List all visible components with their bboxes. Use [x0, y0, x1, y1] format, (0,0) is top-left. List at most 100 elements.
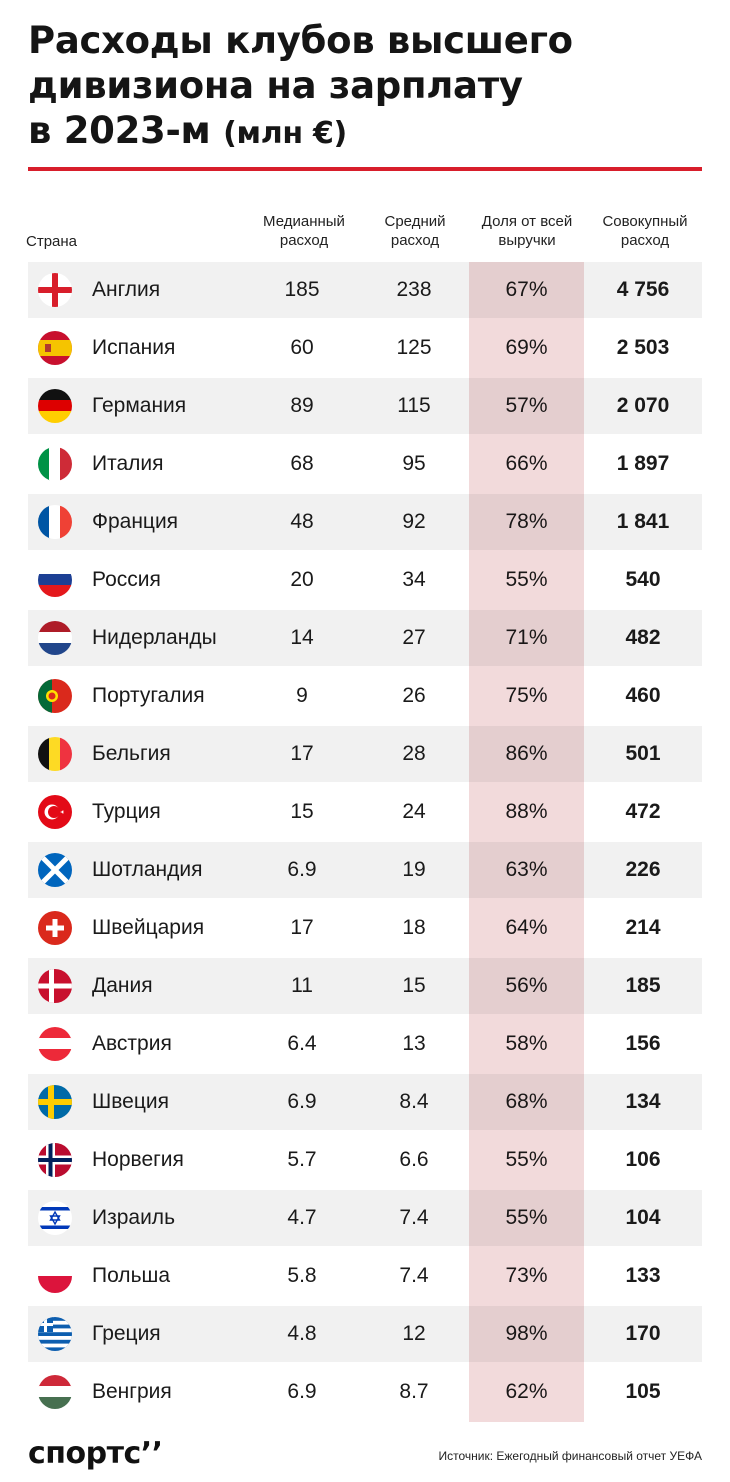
- average-value: 7.4: [399, 1206, 429, 1229]
- country-name: Нидерланды: [92, 626, 217, 649]
- denmark-flag-icon: [38, 969, 72, 1003]
- spain-flag-icon: [38, 331, 72, 365]
- median-value: 15: [290, 800, 314, 823]
- france-flag-icon: [38, 505, 72, 539]
- row-background: [28, 494, 702, 550]
- median-value: 14: [290, 626, 314, 649]
- median-value: 9: [296, 684, 308, 707]
- total-value: 4 756: [616, 278, 670, 301]
- average-value: 24: [402, 800, 426, 823]
- median-value: 4.8: [287, 1322, 317, 1345]
- average-value: 7.4: [399, 1264, 429, 1287]
- average-value: 6.6: [399, 1148, 429, 1171]
- average-value: 15: [402, 974, 426, 997]
- source-note: Источник: Ежегодный финансовый отчет УЕФ…: [438, 1449, 702, 1463]
- table-row: Швейцария171864%214: [28, 900, 702, 958]
- average-value: 26: [402, 684, 426, 707]
- israel-flag-icon: [38, 1201, 72, 1235]
- country-name: Дания: [92, 974, 153, 997]
- header-average: Средний расход: [384, 213, 446, 249]
- median-value: 6.9: [287, 1380, 317, 1403]
- country-name: Швеция: [92, 1090, 169, 1113]
- median-value: 60: [290, 336, 314, 359]
- median-value: 5.7: [287, 1148, 317, 1171]
- table-row: Россия203455%540: [28, 552, 702, 610]
- turkey-flag-icon: [38, 795, 72, 829]
- logo-text: спортс: [28, 1436, 141, 1471]
- average-value: 13: [402, 1032, 426, 1055]
- country-name: Италия: [92, 452, 164, 475]
- average-value: 8.7: [399, 1380, 429, 1403]
- hungary-flag-icon: [38, 1375, 72, 1409]
- belgium-flag-icon: [38, 737, 72, 771]
- table-row: Франция489278%1 841: [28, 494, 702, 552]
- total-value: 501: [625, 742, 661, 765]
- country-name: Португалия: [92, 684, 205, 707]
- average-value: 8.4: [399, 1090, 429, 1113]
- row-background: [28, 1306, 702, 1362]
- total-value: 214: [625, 916, 661, 939]
- country-name: Швейцария: [92, 916, 205, 939]
- median-value: 6.4: [287, 1032, 317, 1055]
- total-value: 133: [625, 1264, 661, 1287]
- median-value: 68: [290, 452, 314, 475]
- austria-flag-icon: [38, 1027, 72, 1061]
- country-name: Бельгия: [92, 742, 171, 765]
- salary-table: Англия18523867%4 756Испания6012569%2 503…: [28, 262, 702, 1422]
- average-value: 115: [397, 394, 431, 417]
- country-name: Польша: [92, 1264, 171, 1287]
- total-value: 2 070: [616, 394, 670, 417]
- country-name: Греция: [92, 1322, 161, 1345]
- row-background: [28, 610, 702, 666]
- share-column-highlight: [469, 262, 584, 1422]
- title-unit: (млн €): [223, 116, 347, 151]
- country-name: Норвегия: [92, 1148, 184, 1171]
- average-value: 28: [402, 742, 426, 765]
- average-value: 18: [402, 916, 426, 939]
- average-value: 34: [402, 568, 426, 591]
- poland-flag-icon: [38, 1259, 72, 1293]
- england-flag-icon: [38, 273, 72, 307]
- row-background: [28, 842, 702, 898]
- row-background: [28, 1190, 702, 1246]
- sweden-flag-icon: [38, 1085, 72, 1119]
- total-value: 105: [625, 1380, 661, 1403]
- country-name: Австрия: [92, 1032, 172, 1055]
- title-line-3: в 2023-м (млн €): [28, 108, 708, 156]
- median-value: 185: [284, 278, 320, 301]
- country-name: Англия: [92, 278, 161, 301]
- row-background: [28, 726, 702, 782]
- average-value: 19: [402, 858, 426, 881]
- title-year: в 2023-м: [28, 109, 211, 152]
- title-line-2: дивизиона на зарплату: [28, 64, 523, 107]
- median-value: 20: [290, 568, 314, 591]
- netherlands-flag-icon: [38, 621, 72, 655]
- average-value: 92: [402, 510, 426, 533]
- median-value: 4.7: [287, 1206, 317, 1229]
- country-name: Израиль: [92, 1206, 176, 1229]
- table-row: Германия8911557%2 070: [28, 378, 702, 436]
- total-value: 104: [625, 1206, 661, 1229]
- table-row: Бельгия172886%501: [28, 726, 702, 784]
- total-value: 156: [625, 1032, 661, 1055]
- median-value: 6.9: [287, 1090, 317, 1113]
- average-value: 27: [402, 626, 426, 649]
- table-row: Англия18523867%4 756: [28, 262, 702, 320]
- row-background: [28, 958, 702, 1014]
- median-value: 11: [291, 974, 313, 997]
- total-value: 134: [625, 1090, 661, 1113]
- header-total: Совокупный расход: [602, 213, 688, 249]
- title-line-1: Расходы клубов высшего: [28, 19, 573, 62]
- median-value: 5.8: [287, 1264, 317, 1287]
- country-name: Германия: [92, 394, 187, 417]
- page-title: Расходы клубов высшего дивизиона на зарп…: [28, 18, 708, 156]
- logo-mark: ’’: [140, 1436, 163, 1471]
- median-value: 17: [290, 742, 314, 765]
